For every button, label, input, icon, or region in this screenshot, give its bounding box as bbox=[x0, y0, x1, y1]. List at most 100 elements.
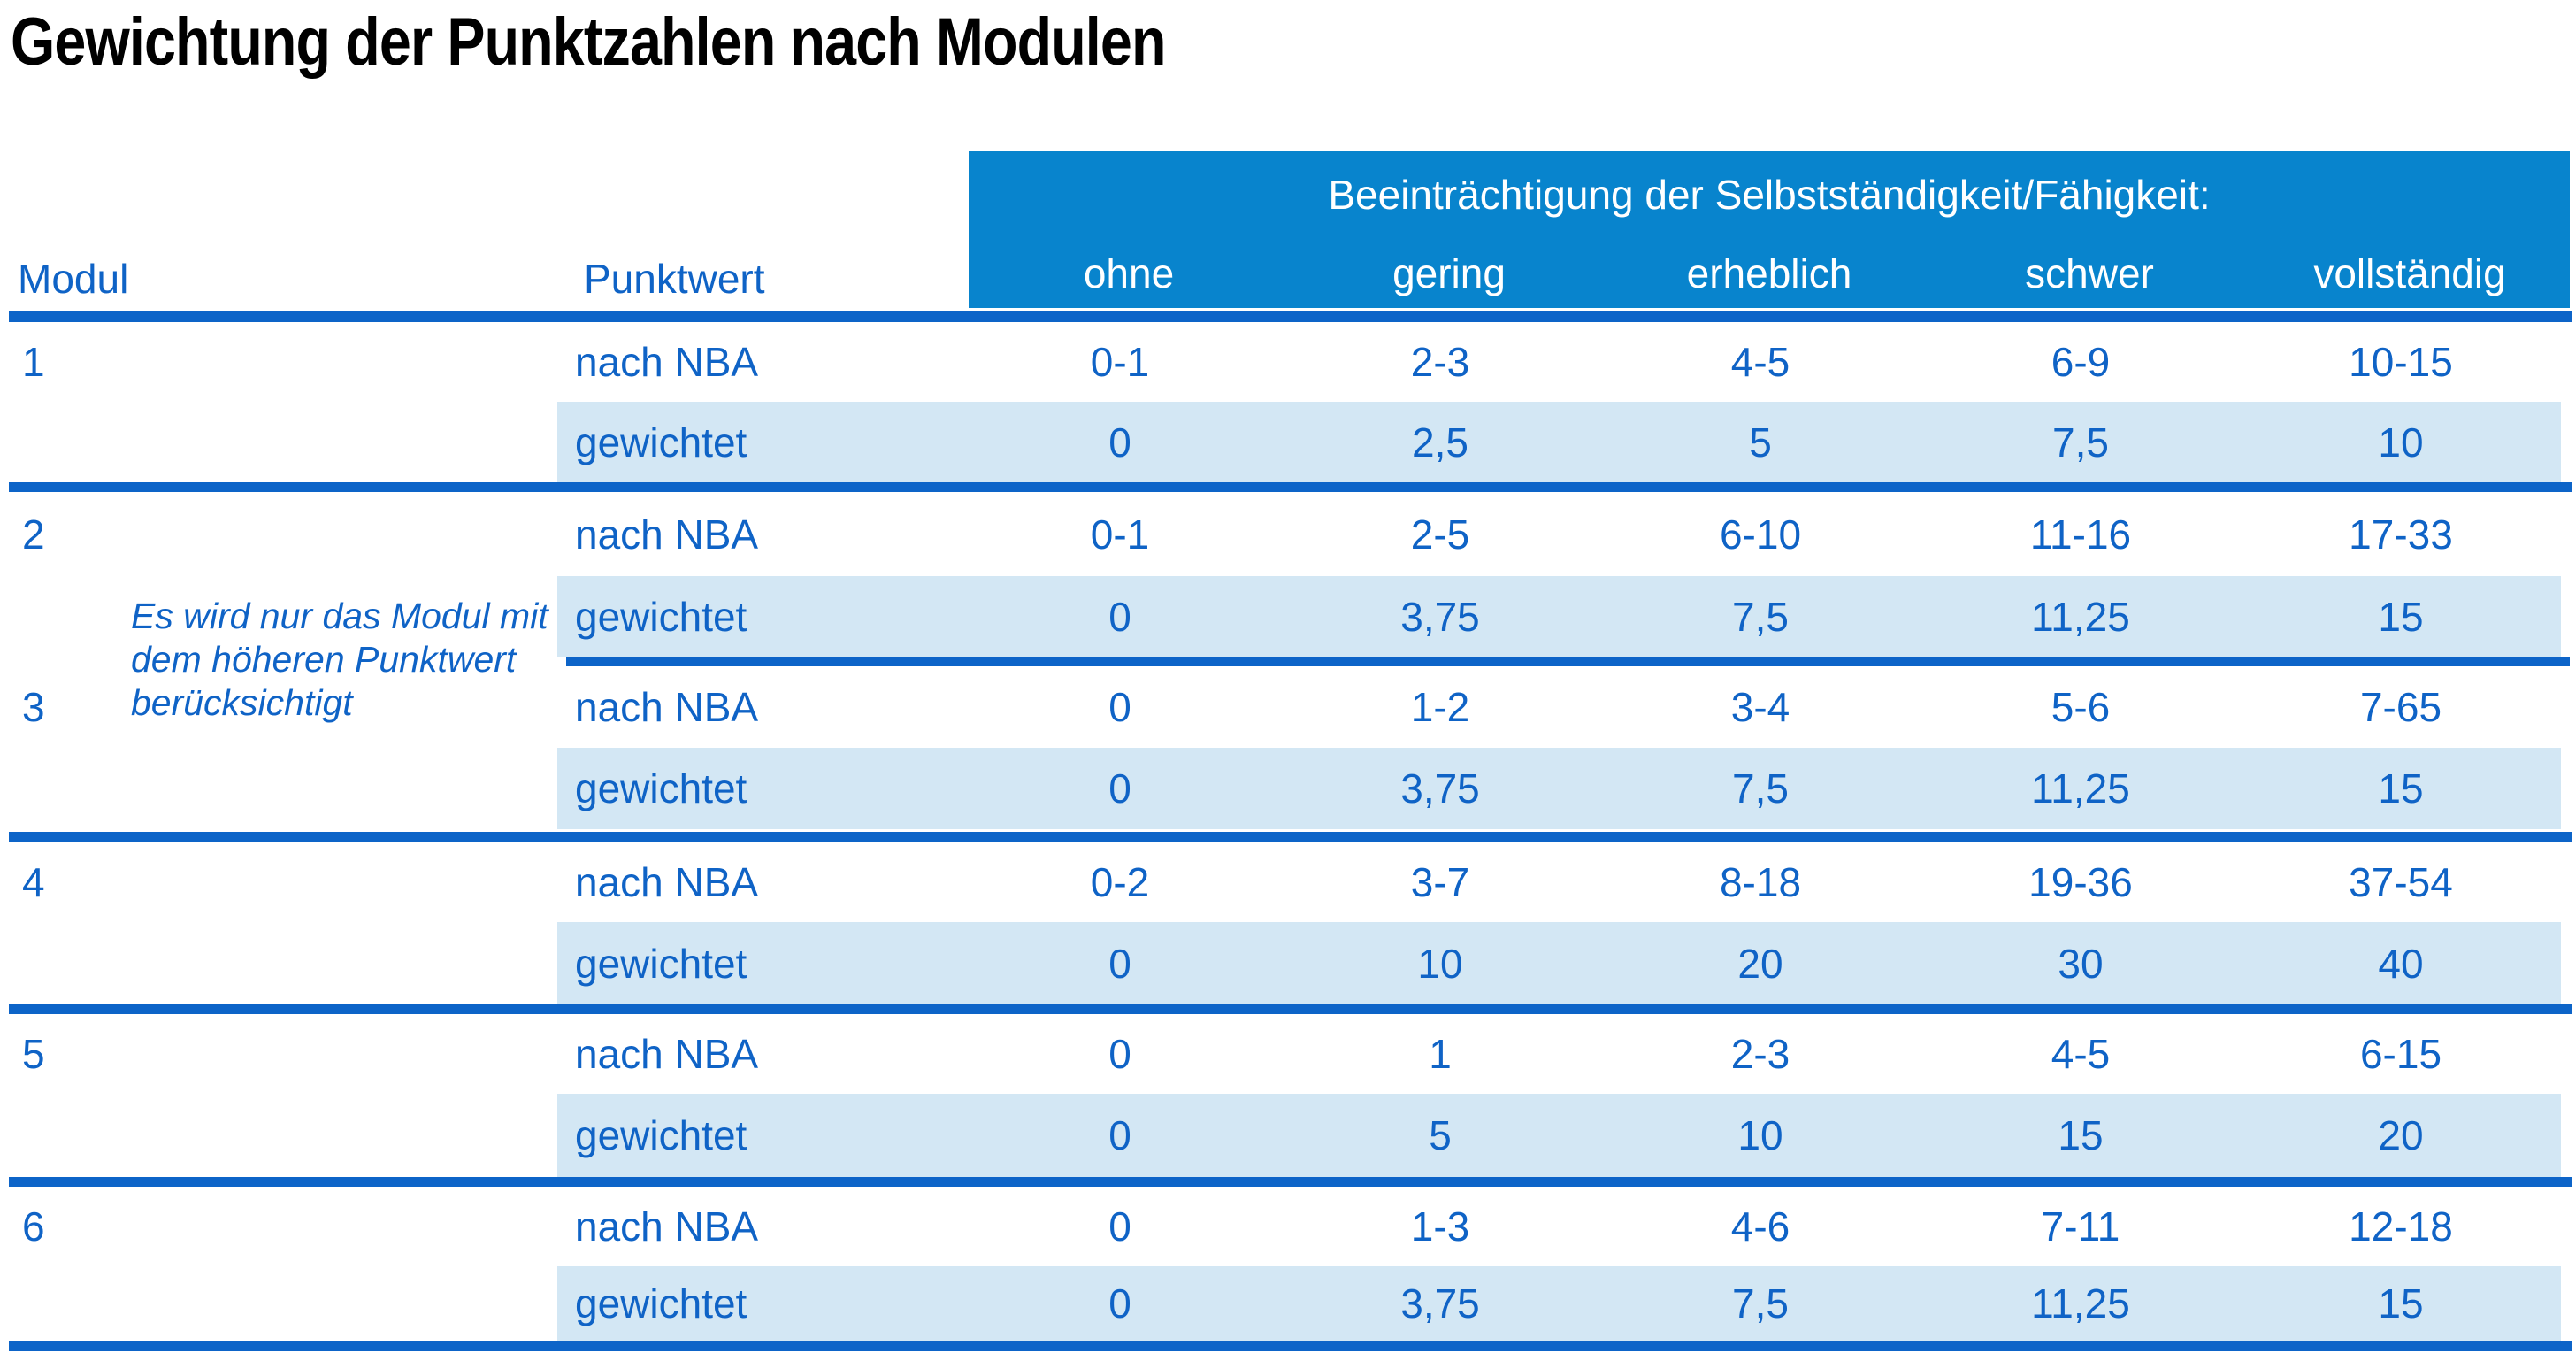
score-cell: 5-6 bbox=[2051, 684, 2111, 730]
table-bottom-bar bbox=[9, 1341, 2572, 1351]
severity-col-ohne: ohne bbox=[1083, 250, 1175, 296]
score-cell: 4-6 bbox=[1730, 1203, 1790, 1250]
row-band: gewichtet 0 10 20 30 40 bbox=[557, 922, 2561, 1004]
score-cell: 3,75 bbox=[1400, 765, 1480, 811]
header-underline-bar bbox=[9, 311, 2572, 322]
score-cell: 0 bbox=[1108, 1280, 1131, 1326]
table-row: 4 nach NBA 0-2 3-7 8-18 19-36 37-54 bbox=[0, 842, 2576, 922]
row-label: gewichtet bbox=[575, 765, 748, 811]
score-cell: 5 bbox=[1749, 419, 1772, 465]
score-cell: 5 bbox=[1429, 1112, 1452, 1158]
score-cell: 0-1 bbox=[1090, 339, 1150, 385]
score-cell: 11-16 bbox=[2029, 511, 2132, 557]
score-cell: 0-2 bbox=[1090, 859, 1150, 905]
score-cell: 2-5 bbox=[1410, 511, 1470, 557]
score-cell: 8-18 bbox=[1719, 859, 1802, 905]
table-row: gewichtet 0 3,75 7,5 11,25 15 bbox=[0, 576, 2576, 657]
table-row: 6 nach NBA 0 1-3 4-6 7-11 12-18 bbox=[0, 1187, 2576, 1266]
score-cell: 7,5 bbox=[1732, 1280, 1789, 1326]
table-row: 3 nach NBA 0 1-2 3-4 5-6 7-65 bbox=[0, 666, 2576, 748]
score-cell: 3,75 bbox=[1400, 1280, 1480, 1326]
row-band: nach NBA 0-1 2-3 4-5 6-9 10-15 bbox=[557, 322, 2561, 402]
score-cell: 7-65 bbox=[2359, 684, 2442, 730]
score-cell: 0 bbox=[1108, 1031, 1131, 1077]
score-cell: 40 bbox=[2378, 940, 2424, 987]
table-row: 1 nach NBA 0-1 2-3 4-5 6-9 10-15 bbox=[0, 322, 2576, 402]
score-cell: 4-5 bbox=[2051, 1031, 2111, 1077]
score-cell: 15 bbox=[2378, 1280, 2424, 1326]
score-cell: 17-33 bbox=[2349, 511, 2453, 557]
table-row: gewichtet 0 3,75 7,5 11,25 15 bbox=[0, 748, 2576, 829]
table-row: 5 nach NBA 0 1 2-3 4-5 6-15 bbox=[0, 1014, 2576, 1094]
table-row: gewichtet 0 5 10 15 20 bbox=[0, 1094, 2576, 1177]
table-row: gewichtet 0 3,75 7,5 11,25 15 bbox=[0, 1266, 2576, 1341]
score-cell: 7,5 bbox=[1732, 593, 1789, 640]
score-cell: 2,5 bbox=[1412, 419, 1468, 465]
score-cell: 11,25 bbox=[2031, 765, 2130, 811]
row-band: gewichtet 0 3,75 7,5 11,25 15 bbox=[557, 1266, 2561, 1341]
score-cell: 1 bbox=[1429, 1031, 1452, 1077]
row-label: nach NBA bbox=[575, 1203, 759, 1250]
row-label: nach NBA bbox=[575, 1031, 759, 1077]
row-label: gewichtet bbox=[575, 593, 748, 640]
severity-col-erheblich: erheblich bbox=[1686, 250, 1852, 296]
score-cell: 4-5 bbox=[1730, 339, 1790, 385]
score-cell: 10 bbox=[1417, 940, 1463, 987]
row-label: nach NBA bbox=[575, 684, 759, 730]
score-cell: 0 bbox=[1108, 1203, 1131, 1250]
separator-after-module-1 bbox=[9, 482, 2572, 492]
score-cell: 11,25 bbox=[2031, 1280, 2130, 1326]
score-cell: 15 bbox=[2378, 593, 2424, 640]
score-cell: 10 bbox=[2378, 419, 2424, 465]
separator-after-module-3 bbox=[9, 832, 2572, 842]
score-cell: 20 bbox=[2378, 1112, 2424, 1158]
score-cell: 7,5 bbox=[1732, 765, 1789, 811]
module-number: 6 bbox=[22, 1203, 45, 1250]
score-cell: 10-15 bbox=[2349, 339, 2453, 385]
score-cell: 7,5 bbox=[2052, 419, 2109, 465]
table-row: gewichtet 0 10 20 30 40 bbox=[0, 922, 2576, 1004]
row-band: gewichtet 0 2,5 5 7,5 10 bbox=[557, 402, 2561, 482]
score-cell: 6-9 bbox=[2051, 339, 2111, 385]
banner-title: Beeinträchtigung der Selbstständigkeit/F… bbox=[1328, 172, 2211, 218]
module-number: 1 bbox=[22, 339, 45, 385]
score-cell: 20 bbox=[1737, 940, 1783, 987]
score-cell: 30 bbox=[2058, 940, 2104, 987]
row-band: nach NBA 0 1-2 3-4 5-6 7-65 bbox=[557, 666, 2561, 748]
severity-columns: ohne gering erheblich schwer vollständig bbox=[969, 250, 2570, 308]
separator-after-module-4 bbox=[9, 1004, 2572, 1014]
score-cell: 0 bbox=[1108, 419, 1131, 465]
score-cell: 3,75 bbox=[1400, 593, 1480, 640]
score-cell: 11,25 bbox=[2031, 593, 2130, 640]
severity-col-vollstaendig: vollständig bbox=[2313, 250, 2506, 296]
severity-col-gering: gering bbox=[1392, 250, 1506, 296]
score-cell: 37-54 bbox=[2349, 859, 2453, 905]
score-cell: 15 bbox=[2058, 1112, 2104, 1158]
module-number: 5 bbox=[22, 1031, 45, 1077]
score-cell: 10 bbox=[1737, 1112, 1783, 1158]
severity-col-schwer: schwer bbox=[2025, 250, 2154, 296]
page-title: Gewichtung der Punktzahlen nach Modulen bbox=[11, 4, 1166, 80]
score-cell: 7-11 bbox=[2041, 1203, 2120, 1250]
score-cell: 2-3 bbox=[1410, 339, 1470, 385]
module-number: 4 bbox=[22, 859, 45, 905]
separator-between-module-2-3 bbox=[566, 657, 2570, 666]
score-cell: 15 bbox=[2378, 765, 2424, 811]
score-cell: 6-10 bbox=[1719, 511, 1802, 557]
separator-after-module-5 bbox=[9, 1177, 2572, 1187]
modul-column-header: Modul bbox=[18, 256, 129, 302]
table-row: gewichtet 0 2,5 5 7,5 10 bbox=[0, 402, 2576, 482]
score-cell: 12-18 bbox=[2349, 1203, 2453, 1250]
row-label: gewichtet bbox=[575, 1112, 748, 1158]
row-label: nach NBA bbox=[575, 859, 759, 905]
row-band: nach NBA 0-2 3-7 8-18 19-36 37-54 bbox=[557, 842, 2561, 922]
score-cell: 0 bbox=[1108, 940, 1131, 987]
row-band: nach NBA 0-1 2-5 6-10 11-16 17-33 bbox=[557, 492, 2561, 576]
score-cell: 0 bbox=[1108, 684, 1131, 730]
module-2-3-note: Es wird nur das Modul mit dem höheren Pu… bbox=[131, 596, 548, 723]
score-cell: 6-15 bbox=[2359, 1031, 2442, 1077]
row-label: gewichtet bbox=[575, 419, 748, 465]
row-label: gewichtet bbox=[575, 1280, 748, 1326]
row-label: nach NBA bbox=[575, 339, 759, 385]
